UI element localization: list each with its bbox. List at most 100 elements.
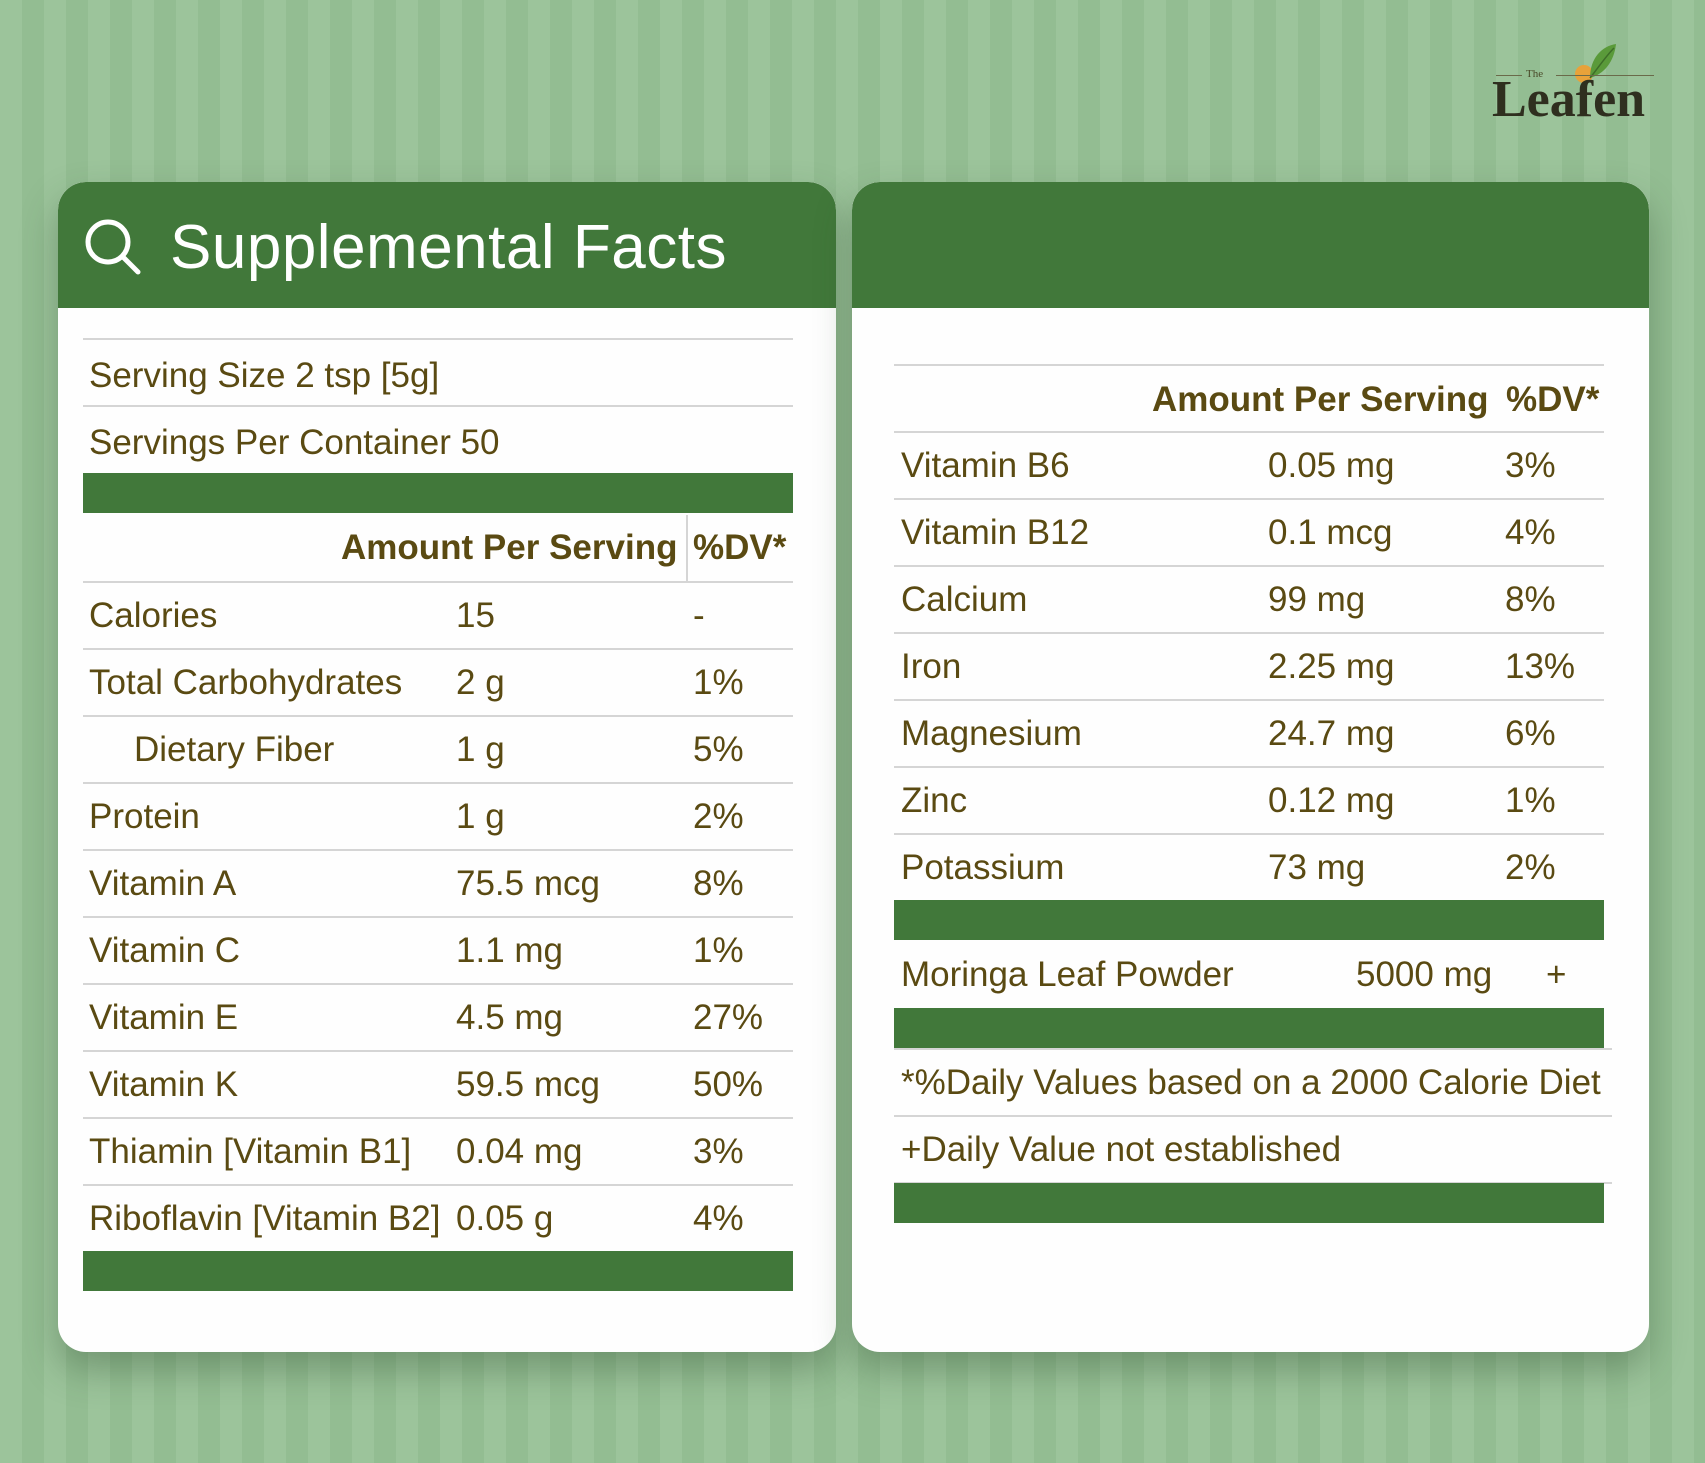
divider bbox=[894, 364, 1604, 366]
nutrient-dv: 1% bbox=[693, 663, 744, 702]
nutrient-dv: 6% bbox=[1505, 714, 1556, 753]
ingredient-name: Moringa Leaf Powder bbox=[901, 955, 1234, 994]
divider bbox=[894, 833, 1604, 835]
column-divider bbox=[686, 515, 688, 581]
nutrient-dv: 4% bbox=[1505, 513, 1556, 552]
divider bbox=[83, 916, 793, 918]
footnote-not-established: +Daily Value not established bbox=[901, 1130, 1342, 1169]
header-dv: %DV* bbox=[693, 528, 787, 567]
nutrient-amount: 2.25 mg bbox=[1268, 647, 1395, 686]
ingredient-amount: 5000 mg bbox=[1356, 955, 1493, 994]
nutrient-name: Calories bbox=[89, 596, 218, 635]
divider bbox=[83, 983, 793, 985]
nutrient-amount: 1.1 mg bbox=[456, 931, 563, 970]
nutrient-dv: 50% bbox=[693, 1065, 764, 1104]
page-title: Supplemental Facts bbox=[170, 213, 727, 282]
header-dv: %DV* bbox=[1506, 380, 1600, 419]
nutrient-amount: 2 g bbox=[456, 663, 505, 702]
leaf-icon bbox=[1575, 44, 1616, 83]
nutrient-amount: 59.5 mcg bbox=[456, 1065, 600, 1104]
logo-line-left bbox=[1496, 75, 1522, 76]
logo-line-right bbox=[1556, 75, 1654, 76]
brand-name: Leafen bbox=[1492, 71, 1646, 128]
green-separator-bar bbox=[894, 1008, 1604, 1048]
serving-size: Serving Size 2 tsp [5g] bbox=[89, 356, 440, 395]
header-amount-per-serving: Amount Per Serving bbox=[1152, 380, 1489, 419]
nutrient-dv: 1% bbox=[1505, 781, 1556, 820]
nutrient-amount: 1 g bbox=[456, 730, 505, 769]
ingredient-dv: + bbox=[1546, 955, 1567, 994]
nutrient-dv: 2% bbox=[693, 797, 744, 836]
green-separator-bar bbox=[894, 1183, 1604, 1223]
servings-per-container: Servings Per Container 50 bbox=[89, 423, 500, 462]
nutrient-amount: 0.12 mg bbox=[1268, 781, 1395, 820]
card-header-right bbox=[852, 182, 1649, 308]
divider bbox=[83, 1050, 793, 1052]
nutrient-amount: 24.7 mg bbox=[1268, 714, 1395, 753]
nutrient-name: Vitamin K bbox=[89, 1065, 239, 1104]
divider bbox=[83, 338, 793, 340]
nutrient-amount: 1 g bbox=[456, 797, 505, 836]
nutrient-dv: 8% bbox=[693, 864, 744, 903]
divider bbox=[894, 632, 1604, 634]
supplement-facts-card-right: Amount Per Serving %DV* Vitamin B6 0.05 … bbox=[852, 182, 1649, 1352]
nutrient-name: Magnesium bbox=[901, 714, 1082, 753]
divider bbox=[894, 431, 1604, 433]
nutrient-dv: 27% bbox=[693, 998, 764, 1037]
nutrient-name: Vitamin A bbox=[89, 864, 237, 903]
divider bbox=[894, 699, 1604, 701]
green-separator-bar bbox=[83, 473, 793, 513]
nutrient-dv: 2% bbox=[1505, 848, 1556, 887]
divider bbox=[83, 405, 793, 407]
nutrient-amount: 15 bbox=[456, 596, 495, 635]
brand-logo: The Leafen bbox=[1488, 40, 1658, 130]
nutrient-amount: 4.5 mg bbox=[456, 998, 563, 1037]
nutrient-dv: 3% bbox=[693, 1132, 744, 1171]
divider bbox=[83, 849, 793, 851]
nutrient-amount: 0.1 mcg bbox=[1268, 513, 1393, 552]
nutrient-name: Thiamin [Vitamin B1] bbox=[89, 1132, 412, 1171]
nutrient-name: Vitamin B6 bbox=[901, 446, 1070, 485]
nutrient-name: Potassium bbox=[901, 848, 1065, 887]
nutrient-amount: 0.04 mg bbox=[456, 1132, 583, 1171]
brand-prefix: The bbox=[1526, 68, 1544, 80]
nutrient-dv: 5% bbox=[693, 730, 744, 769]
nutrient-dv: 3% bbox=[1505, 446, 1556, 485]
divider bbox=[894, 1115, 1612, 1117]
nutrient-dv: 1% bbox=[693, 931, 744, 970]
nutrient-amount: 0.05 g bbox=[456, 1199, 554, 1238]
nutrient-name: Vitamin E bbox=[89, 998, 239, 1037]
nutrient-name: Vitamin C bbox=[89, 931, 241, 970]
nutrient-amount: 73 mg bbox=[1268, 848, 1366, 887]
nutrient-dv: 13% bbox=[1505, 647, 1576, 686]
divider bbox=[83, 782, 793, 784]
supplement-facts-card-left: Supplemental Facts Serving Size 2 tsp [5… bbox=[58, 182, 836, 1352]
nutrient-amount: 75.5 mcg bbox=[456, 864, 600, 903]
divider bbox=[894, 498, 1604, 500]
nutrient-dv: 8% bbox=[1505, 580, 1556, 619]
nutrient-dv: 4% bbox=[693, 1199, 744, 1238]
green-separator-bar bbox=[894, 900, 1604, 940]
divider bbox=[83, 1184, 793, 1186]
divider bbox=[894, 766, 1604, 768]
nutrient-name: Vitamin B12 bbox=[901, 513, 1090, 552]
nutrient-dv: - bbox=[693, 596, 705, 635]
footnote-daily-values: *%Daily Values based on a 2000 Calorie D… bbox=[901, 1063, 1601, 1102]
nutrient-name: Total Carbohydrates bbox=[89, 663, 403, 702]
divider bbox=[83, 1117, 793, 1119]
search-icon bbox=[85, 219, 141, 275]
nutrient-amount: 0.05 mg bbox=[1268, 446, 1395, 485]
nutrient-name: Protein bbox=[89, 797, 200, 836]
card-header-left: Supplemental Facts bbox=[58, 182, 836, 308]
nutrient-amount: 99 mg bbox=[1268, 580, 1366, 619]
nutrient-name: Riboflavin [Vitamin B2] bbox=[89, 1199, 441, 1238]
nutrient-name: Zinc bbox=[901, 781, 968, 820]
divider bbox=[83, 581, 793, 583]
header-amount-per-serving: Amount Per Serving bbox=[341, 528, 678, 567]
nutrient-name: Dietary Fiber bbox=[134, 730, 335, 769]
green-separator-bar bbox=[83, 1251, 793, 1291]
divider bbox=[894, 565, 1604, 567]
divider bbox=[83, 715, 793, 717]
divider bbox=[83, 648, 793, 650]
nutrient-name: Iron bbox=[901, 647, 962, 686]
